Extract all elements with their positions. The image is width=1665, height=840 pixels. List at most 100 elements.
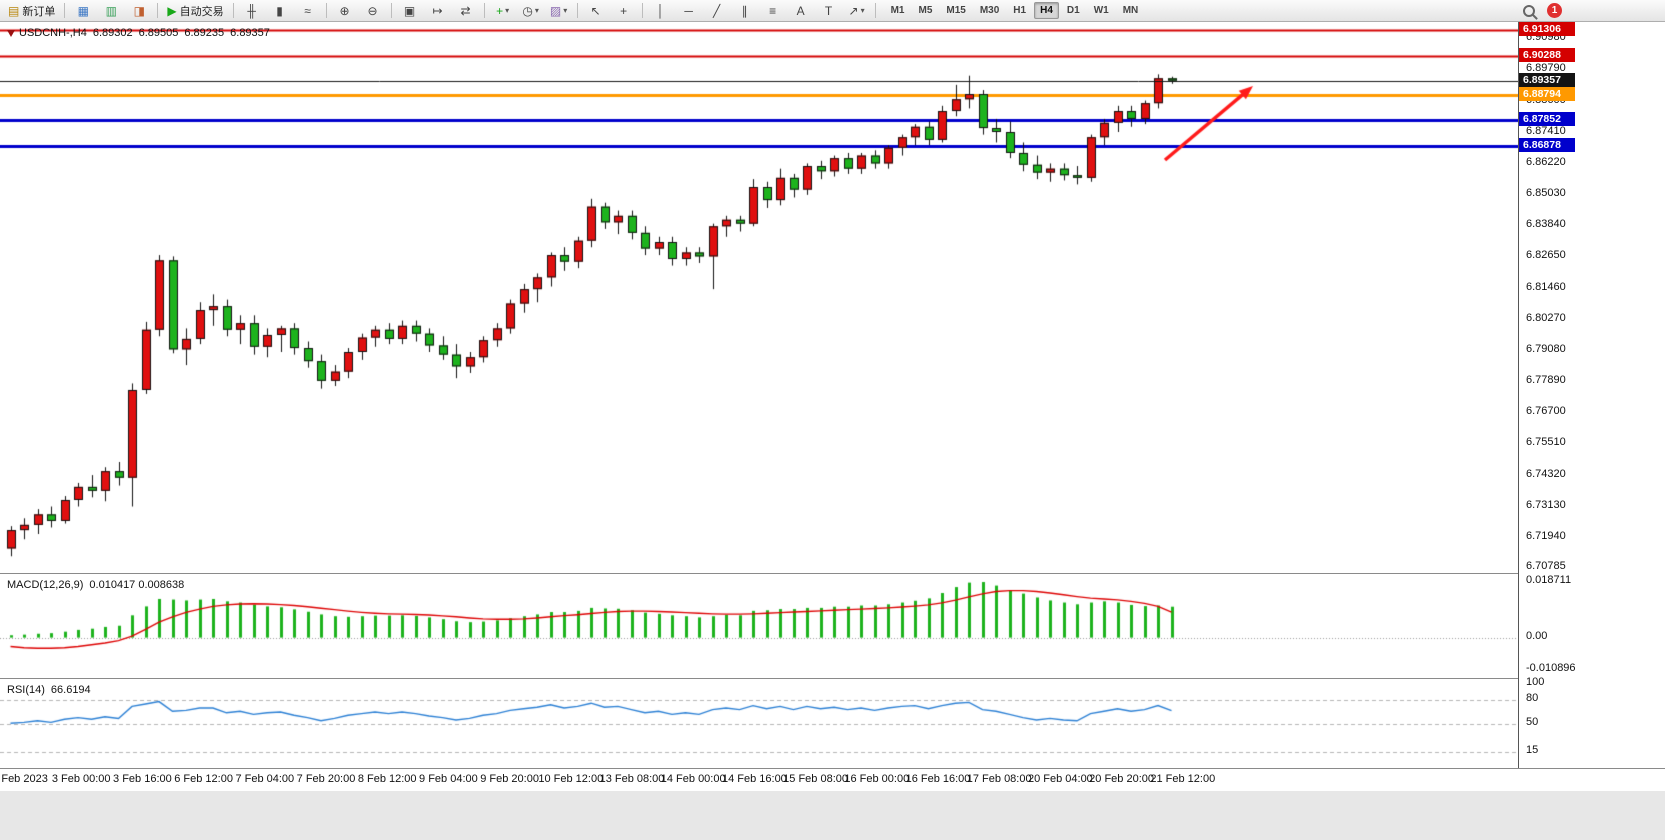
indicators-button[interactable]: + ▾ [490,1,516,21]
new-order-button[interactable]: ▤ 新订单 [4,1,59,21]
timeframe-mn-button[interactable]: MN [1122,5,1139,16]
axis-tick-label: 0.018711 [1526,574,1572,586]
toolbar-separator [874,3,876,18]
rsi-title: RSI(14) [7,684,45,696]
notification-badge[interactable]: 1 [1547,3,1562,18]
rsi-canvas[interactable] [0,679,1518,769]
line-chart-button[interactable]: ≈ [295,1,321,21]
zoom-in-button[interactable]: ⊕ [332,1,358,21]
tile-windows-button[interactable]: ▣ [397,1,423,21]
indicators-icon: + [496,3,504,18]
axis-tick-label: 80 [1526,692,1539,704]
time-axis-label: 3 Feb 00:00 [51,773,111,785]
axis-tick-label: 6.87410 [1526,124,1566,137]
time-axis-label: 15 Feb 08:00 [783,773,849,785]
bars-chart-button[interactable]: ╫ [239,1,265,21]
macd-canvas[interactable] [0,574,1518,678]
cursor-icon: ↖ [590,3,601,18]
cursor-button[interactable]: ↖ [583,1,609,21]
fibonacci-button[interactable]: ≡ [760,1,786,21]
arrows-button[interactable]: ↗ ▾ [844,1,870,21]
toolbar-separator [157,3,159,18]
label-icon: T [824,3,833,18]
timeframe-m1-button[interactable]: M1 [890,5,905,16]
time-axis-label: 8 Feb 12:00 [357,773,417,785]
auto-trading-button-label: 自动交易 [179,5,224,18]
vertical-line-icon: │ [656,3,665,18]
timeframe-m15-button[interactable]: M15 [946,5,966,16]
window-bottom-strip [0,790,1665,840]
zoom-in-icon: ⊕ [339,3,350,18]
macd-header: MACD(12,26,9) 0.010417 0.008638 [7,579,184,591]
trendline-icon: ╱ [712,3,721,18]
text-icon: A [796,3,805,18]
horizontal-line-button[interactable]: ─ [676,1,702,21]
chart-shift-icon: ⇄ [460,3,471,18]
navigator-icon: ◨ [133,3,146,18]
channel-button[interactable]: ∥ [732,1,758,21]
zoom-out-button[interactable]: ⊖ [360,1,386,21]
main-chart-canvas[interactable] [0,22,1518,572]
time-axis-label: 16 Feb 16:00 [905,773,971,785]
timeframe-m5-button[interactable]: M5 [918,5,933,16]
timeframe-h1-button[interactable]: H1 [1013,5,1027,16]
caret-down-icon: ▾ [505,6,510,15]
periods-button[interactable]: ◷ ▾ [518,1,544,21]
timeframe-w1-button[interactable]: W1 [1093,5,1109,16]
ohlc-close: 6.89357 [230,27,270,39]
time-axis-label: 9 Feb 20:00 [480,773,539,785]
fibonacci-icon: ≡ [769,3,777,18]
auto-trading-button[interactable]: ▶ 自动交易 [163,1,227,21]
crosshair-button[interactable]: + [611,1,637,21]
templates-button[interactable]: ▨ ▾ [546,1,572,21]
axis-tick-label: 50 [1526,716,1539,728]
search-icon [1523,4,1535,17]
candles-chart-button[interactable]: ▮ [267,1,293,21]
text-button[interactable]: A [788,1,814,21]
price-axis[interactable]: 6.909806.897906.886006.874106.862206.850… [1518,21,1665,768]
main-chart-panel: USDCNH-,H4 6.89302 6.89505 6.89235 6.893… [0,22,1518,572]
rsi-panel: RSI(14) 66.6194 [0,678,1518,769]
axis-tick-label: 6.75510 [1526,436,1566,449]
crosshair-icon: + [620,3,628,18]
navigator-button[interactable]: ◨ [126,1,152,21]
axis-tick-label: 6.70785 [1526,560,1566,573]
price-level-badge: 6.90288 [1519,48,1575,63]
data-window-button[interactable]: ▥ [98,1,124,21]
label-button[interactable]: T [816,1,842,21]
chart-shift-button[interactable]: ⇄ [453,1,479,21]
price-level-badge: 6.86878 [1519,137,1575,152]
ohlc-low: 6.89235 [184,27,225,39]
toolbar-separator [64,3,66,18]
caret-down-icon: ▾ [563,6,568,15]
time-axis-label: 10 Feb 12:00 [538,773,604,785]
timeframe-m30-button[interactable]: M30 [979,5,1000,16]
timeframe-toolbar: M1 M5 M15 M30 H1 H4 D1 W1 MN [884,2,1146,19]
trendline-button[interactable]: ╱ [704,1,730,21]
line-chart-icon: ≈ [304,3,311,18]
auto-scroll-button[interactable]: ↦ [425,1,451,21]
search-button[interactable] [1516,1,1542,21]
axis-tick-label: 6.79080 [1526,342,1566,355]
tile-windows-icon: ▣ [403,3,416,18]
auto-scroll-icon: ↦ [432,3,443,18]
timeframe-d1-button[interactable]: D1 [1066,5,1080,16]
axis-tick-label: 15 [1526,744,1539,756]
caret-down-icon: ▾ [860,6,865,15]
data-window-icon: ▥ [105,3,118,18]
chart-symbol-period: USDCNH-,H4 [19,27,87,39]
axis-tick-label: 6.73130 [1526,498,1566,511]
vertical-line-button[interactable]: │ [648,1,674,21]
ohlc-open: 6.89302 [92,27,133,39]
market-watch-button[interactable]: ▦ [70,1,96,21]
caret-down-icon: ▾ [534,6,539,15]
time-axis-label: 20 Feb 04:00 [1027,773,1093,785]
axis-tick-label: 6.81460 [1526,280,1566,293]
price-level-badge: 6.91306 [1519,21,1575,36]
axis-tick-label: -0.010896 [1526,662,1576,674]
chart-ohlc-header: USDCNH-,H4 6.89302 6.89505 6.89235 6.893… [7,27,270,39]
new-order-icon: ▤ [8,3,20,18]
price-level-badge: 6.87852 [1519,112,1575,127]
timeframe-h4-button[interactable]: H4 [1034,2,1059,19]
